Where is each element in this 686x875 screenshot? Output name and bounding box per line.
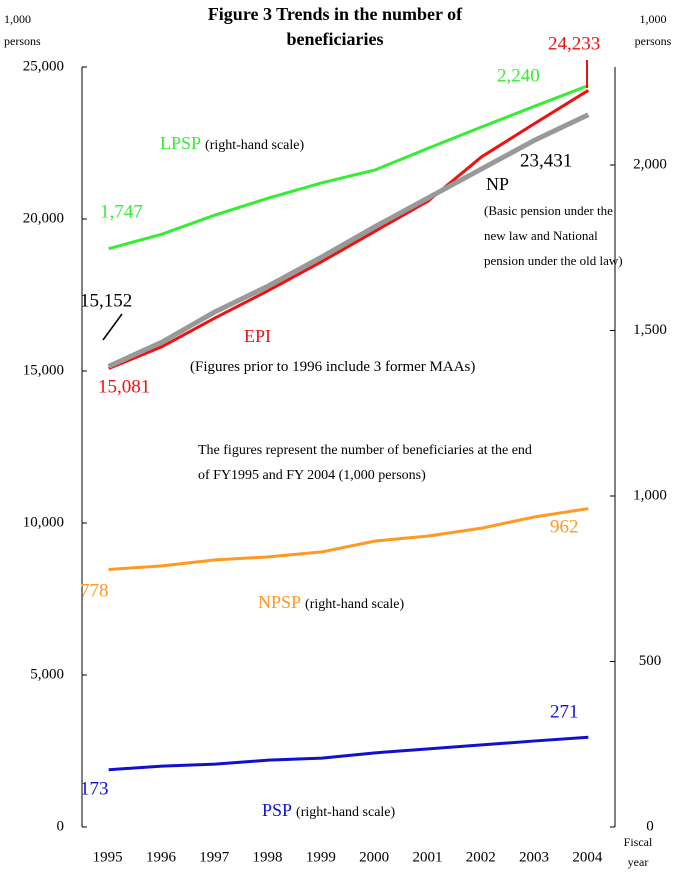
value-label: 778 xyxy=(80,580,109,601)
series-note: (right-hand scale) xyxy=(205,138,305,153)
value-label: 23,431 xyxy=(520,150,572,171)
y-tick-label: 15,000 xyxy=(23,362,64,378)
value-label: 24,233 xyxy=(548,33,600,54)
series-note: (right-hand scale) xyxy=(305,597,405,612)
series-note: (Basic pension under the new law and Nat… xyxy=(484,203,623,268)
y-tick-label: 20,000 xyxy=(23,210,64,226)
y-tick-label: 5,000 xyxy=(30,666,64,682)
value-label: 15,081 xyxy=(98,376,150,397)
x-tick-label: 2003 xyxy=(519,849,549,865)
series-name: NP xyxy=(486,174,509,194)
value-label: 173 xyxy=(80,778,109,799)
y-tick-label: 25,000 xyxy=(23,58,64,74)
y2-tick-label: 500 xyxy=(639,653,662,669)
x-tick-label: 1997 xyxy=(199,849,230,865)
y-tick-label: 10,000 xyxy=(23,514,64,530)
series-label: NPSP (right-hand scale) xyxy=(258,592,404,613)
series-line xyxy=(108,89,590,370)
x-tick-label: 2004 xyxy=(572,849,603,865)
series-name: NPSP xyxy=(258,592,302,612)
series-label: LPSP (right-hand scale) xyxy=(160,133,304,154)
y2-tick-label: 1,500 xyxy=(633,322,667,338)
x-tick-label: 1999 xyxy=(306,849,336,865)
value-label: 15,152 xyxy=(80,290,132,311)
x-tick-label: 2000 xyxy=(359,849,389,865)
x-tick-label: 2001 xyxy=(412,849,442,865)
y2-tick-label: 1,000 xyxy=(633,487,667,503)
series-line xyxy=(108,735,589,772)
series-name: EPI xyxy=(244,326,271,346)
x-tick-label: 2002 xyxy=(466,849,496,865)
chart-title: Figure 3 Trends in the number of benefic… xyxy=(207,4,463,49)
value-label: 1,747 xyxy=(100,201,143,222)
y2-tick-label: 0 xyxy=(646,818,654,834)
value-label: 271 xyxy=(550,701,579,722)
y2-tick-label: 2,000 xyxy=(633,156,667,172)
series-name: LPSP xyxy=(160,133,202,153)
series-name: PSP xyxy=(262,800,293,820)
value-label: 962 xyxy=(550,516,579,537)
x-tick-label: 1998 xyxy=(253,849,283,865)
y2-unit: 1,000 persons xyxy=(634,12,672,48)
series-label: PSP (right-hand scale) xyxy=(262,800,395,821)
y-unit: 1,000 persons xyxy=(4,12,41,48)
series-line xyxy=(108,507,589,571)
x-tick-label: 1996 xyxy=(146,849,177,865)
value-label: 2,240 xyxy=(497,65,540,86)
x-axis-label: Fiscal year xyxy=(623,835,653,869)
series-note: (Figures prior to 1996 include 3 former … xyxy=(190,359,476,375)
annotation: The figures represent the number of bene… xyxy=(198,443,532,483)
series-note: (right-hand scale) xyxy=(296,805,396,820)
series-line xyxy=(107,112,590,369)
connector xyxy=(102,313,123,341)
series-line xyxy=(108,84,589,251)
x-tick-label: 1995 xyxy=(93,849,123,865)
y-tick-label: 0 xyxy=(57,818,65,834)
